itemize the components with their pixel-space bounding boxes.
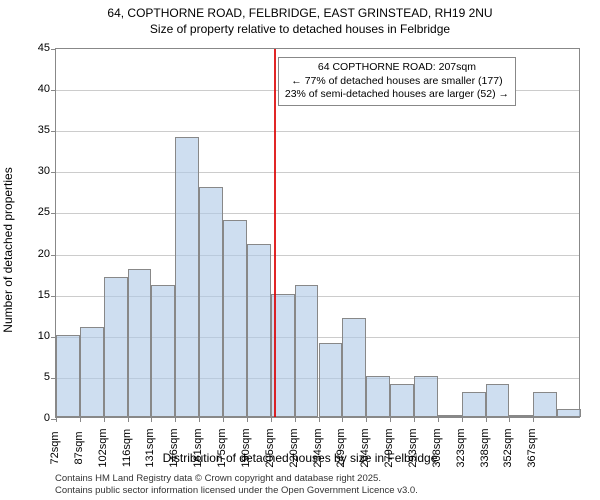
x-tick-mark [462, 417, 463, 422]
histogram-bar [509, 415, 533, 417]
x-tick-mark [80, 417, 81, 422]
histogram-bar [80, 327, 104, 417]
x-tick-mark [533, 417, 534, 422]
histogram-bar [247, 244, 271, 417]
gridline [56, 131, 579, 132]
chart-title-subtitle: Size of property relative to detached ho… [150, 22, 450, 36]
x-tick-mark [390, 417, 391, 422]
y-tick-mark [51, 296, 56, 297]
y-tick-label: 20 [38, 248, 50, 260]
x-tick-mark [414, 417, 415, 422]
footer-line1: Contains HM Land Registry data © Crown c… [55, 473, 418, 484]
x-tick-mark [151, 417, 152, 422]
x-axis-label: Distribution of detached houses by size … [163, 451, 438, 465]
x-tick-mark [104, 417, 105, 422]
y-tick-label: 10 [38, 330, 50, 342]
chart-title-address: 64, COPTHORNE ROAD, FELBRIDGE, EAST GRIN… [107, 6, 492, 20]
x-tick-mark [438, 417, 439, 422]
x-tick-mark [342, 417, 343, 422]
x-tick-mark [319, 417, 320, 422]
x-tick-mark [199, 417, 200, 422]
x-tick-mark [223, 417, 224, 422]
y-tick-label: 5 [44, 371, 50, 383]
histogram-bar [438, 415, 462, 417]
x-tick-mark [128, 417, 129, 422]
annotation-line2: ← 77% of detached houses are smaller (17… [285, 75, 509, 89]
histogram-bar [151, 285, 175, 417]
plot-area: 64 COPTHORNE ROAD: 207sqm ← 77% of detac… [55, 48, 580, 418]
x-tick-label: 87sqm [73, 431, 85, 464]
gridline [56, 255, 579, 256]
x-tick-label: 72sqm [49, 431, 61, 464]
x-tick-mark [175, 417, 176, 422]
x-tick-label: 116sqm [121, 429, 133, 467]
x-tick-label: 102sqm [97, 428, 109, 467]
histogram-bar [390, 384, 414, 417]
y-tick-label: 40 [38, 83, 50, 95]
y-tick-mark [51, 90, 56, 91]
x-tick-label: 352sqm [502, 428, 514, 467]
y-tick-label: 45 [38, 42, 50, 54]
histogram-bar [486, 384, 510, 417]
histogram-bar [366, 376, 390, 417]
histogram-chart: 64, COPTHORNE ROAD, FELBRIDGE, EAST GRIN… [0, 0, 600, 500]
footer-line2: Contains public sector information licen… [55, 485, 418, 496]
histogram-bar [342, 318, 366, 417]
histogram-bar [295, 285, 319, 417]
x-tick-label: 367sqm [526, 428, 538, 467]
histogram-bar [462, 392, 486, 417]
gridline [56, 213, 579, 214]
x-tick-label: 323sqm [455, 428, 467, 467]
x-tick-label: 338sqm [479, 428, 491, 467]
x-tick-mark [295, 417, 296, 422]
histogram-bar [56, 335, 80, 417]
histogram-bar [199, 187, 223, 417]
y-tick-mark [51, 378, 56, 379]
histogram-bar [414, 376, 438, 417]
histogram-bar [104, 277, 128, 417]
x-tick-mark [271, 417, 272, 422]
histogram-bar [557, 409, 581, 417]
histogram-bar [128, 269, 152, 417]
x-tick-mark [509, 417, 510, 422]
annotation-box: 64 COPTHORNE ROAD: 207sqm ← 77% of detac… [278, 57, 516, 106]
histogram-bar [175, 137, 199, 417]
histogram-bar [319, 343, 343, 417]
x-tick-label: 131sqm [144, 428, 156, 467]
y-tick-label: 15 [38, 289, 50, 301]
y-tick-label: 35 [38, 124, 50, 136]
x-tick-mark [247, 417, 248, 422]
y-tick-mark [51, 213, 56, 214]
y-tick-label: 30 [38, 165, 50, 177]
histogram-bar [223, 220, 247, 417]
y-axis-label: Number of detached properties [1, 167, 15, 332]
y-tick-mark [51, 419, 56, 420]
y-tick-mark [51, 172, 56, 173]
histogram-bar [533, 392, 557, 417]
marker-line [274, 49, 276, 417]
y-tick-mark [51, 255, 56, 256]
y-tick-label: 0 [44, 412, 50, 424]
annotation-line1: 64 COPTHORNE ROAD: 207sqm [285, 61, 509, 75]
footer-attribution: Contains HM Land Registry data © Crown c… [55, 473, 418, 496]
x-tick-mark [486, 417, 487, 422]
y-tick-mark [51, 337, 56, 338]
y-tick-label: 25 [38, 206, 50, 218]
y-tick-mark [51, 49, 56, 50]
x-tick-mark [366, 417, 367, 422]
y-tick-mark [51, 131, 56, 132]
annotation-line3: 23% of semi-detached houses are larger (… [285, 88, 509, 102]
gridline [56, 172, 579, 173]
x-tick-mark [56, 417, 57, 422]
